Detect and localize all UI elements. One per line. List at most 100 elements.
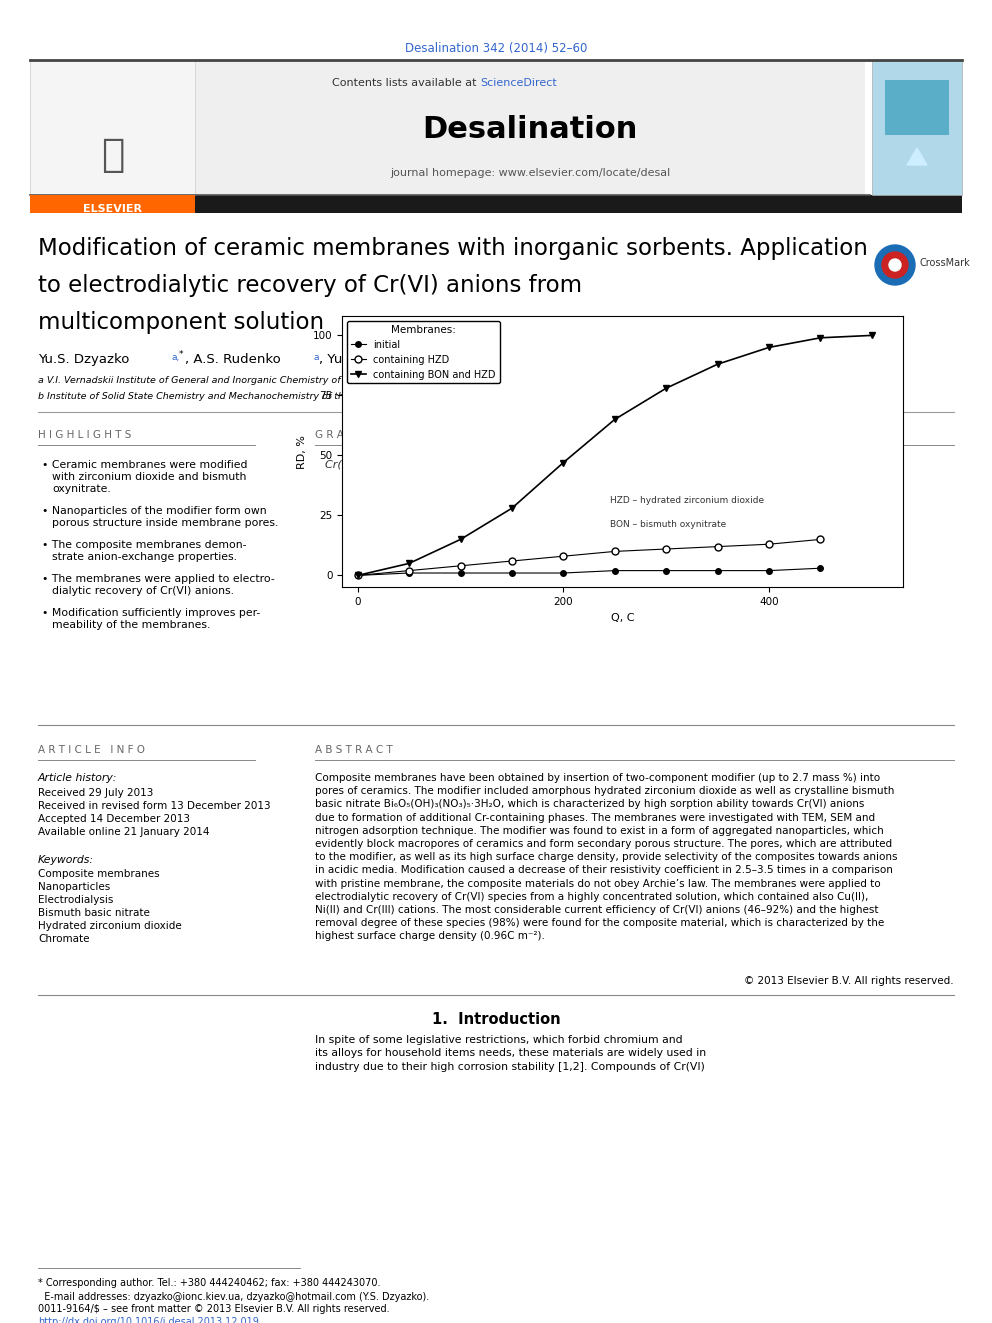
Bar (30, 194, 962, 213)
Polygon shape (907, 148, 927, 165)
Legend: initial, containing HZD, containing BON and HZD: initial, containing HZD, containing BON … (347, 321, 500, 384)
Text: Received in revised form 13 December 2013: Received in revised form 13 December 201… (38, 800, 271, 811)
Text: Desalination: Desalination (423, 115, 638, 144)
Text: Desalination 342 (2014) 52–60: Desalination 342 (2014) 52–60 (405, 42, 587, 56)
containing BON and HZD (506, 500, 518, 516)
Text: 1.  Introduction: 1. Introduction (432, 1012, 560, 1027)
containing HZD (506, 553, 518, 569)
Text: G R A P H I C A L   A B S T R A C T: G R A P H I C A L A B S T R A C T (315, 430, 488, 441)
containing HZD (763, 536, 775, 552)
Text: Composite membranes have been obtained by insertion of two-component modifier (u: Composite membranes have been obtained b… (315, 773, 880, 783)
Text: Keywords:: Keywords: (38, 855, 94, 865)
Text: BON – bismuth oxynitrate: BON – bismuth oxynitrate (610, 520, 726, 529)
Text: to the modifier, as well as its high surface charge density, provide selectivity: to the modifier, as well as its high sur… (315, 852, 898, 863)
Text: a: a (560, 353, 565, 363)
Text: Ni(II) and Cr(III) cations. The most considerable current efficiency of Cr(VI) a: Ni(II) and Cr(III) cations. The most con… (315, 905, 879, 916)
Text: industry due to their high corrosion stability [1,2]. Compounds of Cr(VI): industry due to their high corrosion sta… (315, 1062, 705, 1072)
Bar (195, 60, 865, 194)
initial (352, 568, 364, 583)
containing BON and HZD (558, 455, 569, 471)
initial (454, 565, 466, 581)
containing HZD (403, 562, 415, 578)
containing HZD (609, 544, 621, 560)
Text: • The membranes were applied to electro-: • The membranes were applied to electro- (42, 574, 275, 583)
Text: , A.V. Palchik: , A.V. Palchik (453, 353, 541, 366)
Text: Received 29 July 2013: Received 29 July 2013 (38, 789, 154, 798)
Bar (872, 60, 962, 194)
Text: , A.S. Rudenko: , A.S. Rudenko (185, 353, 285, 366)
Text: meability of the membranes.: meability of the membranes. (52, 620, 210, 630)
Text: © 2013 Elsevier B.V. All rights reserved.: © 2013 Elsevier B.V. All rights reserved… (744, 976, 954, 986)
Text: • Nanoparticles of the modifier form own: • Nanoparticles of the modifier form own (42, 505, 267, 516)
Text: HZD – hydrated zirconium dioxide: HZD – hydrated zirconium dioxide (610, 496, 764, 505)
Text: In spite of some legislative restrictions, which forbid chromium and: In spite of some legislative restriction… (315, 1035, 682, 1045)
Circle shape (889, 259, 901, 271)
Text: A R T I C L E   I N F O: A R T I C L E I N F O (38, 745, 145, 755)
Text: E-mail addresses: dzyazko@ionc.kiev.ua, dzyazko@hotmail.com (Y.S. Dzyazko).: E-mail addresses: dzyazko@ionc.kiev.ua, … (38, 1293, 430, 1302)
initial (506, 565, 518, 581)
Circle shape (875, 245, 915, 284)
Text: multicomponent solution: multicomponent solution (38, 311, 324, 333)
Text: Available online 21 January 2014: Available online 21 January 2014 (38, 827, 209, 837)
Text: DESALINATION: DESALINATION (891, 79, 943, 85)
containing HZD (454, 558, 466, 574)
Text: b Institute of Solid State Chemistry and Mechanochemistry of the SB RAN, Kutatel: b Institute of Solid State Chemistry and… (38, 392, 664, 401)
Line: containing BON and HZD: containing BON and HZD (354, 332, 875, 579)
Text: Electrodialysis: Electrodialysis (38, 894, 113, 905)
initial (711, 562, 723, 578)
containing BON and HZD (403, 556, 415, 572)
containing BON and HZD (352, 568, 364, 583)
containing HZD (711, 538, 723, 554)
containing HZD (352, 568, 364, 583)
initial (609, 562, 621, 578)
Text: Composite membranes: Composite membranes (38, 869, 160, 878)
Text: Cr(VI) recovery from combining solution using inorganic membranes: Cr(VI) recovery from combining solution … (325, 460, 707, 470)
Text: to electrodialytic recovery of Cr(VI) anions from: to electrodialytic recovery of Cr(VI) an… (38, 274, 582, 296)
Text: • The composite membranes demon-: • The composite membranes demon- (42, 540, 246, 550)
containing BON and HZD (609, 411, 621, 427)
Text: Article history:: Article history: (38, 773, 117, 783)
containing BON and HZD (711, 356, 723, 372)
Text: evidently block macropores of ceramics and form secondary porous structure. The : evidently block macropores of ceramics a… (315, 839, 892, 849)
Text: a V.I. Vernadskii Institute of General and Inorganic Chemistry of the NAS of Ukr: a V.I. Vernadskii Institute of General a… (38, 376, 658, 385)
containing BON and HZD (866, 328, 878, 344)
Text: a: a (673, 353, 679, 363)
Text: * Corresponding author. Tel.: +380 444240462; fax: +380 444243070.: * Corresponding author. Tel.: +380 44424… (38, 1278, 381, 1289)
Text: Hydrated zirconium dioxide: Hydrated zirconium dioxide (38, 921, 182, 931)
containing BON and HZD (454, 532, 466, 548)
Text: journal homepage: www.elsevier.com/locate/desal: journal homepage: www.elsevier.com/locat… (390, 168, 671, 179)
Text: strate anion-exchange properties.: strate anion-exchange properties. (52, 552, 237, 562)
Text: Nanoparticles: Nanoparticles (38, 882, 110, 892)
Text: pores of ceramics. The modifier included amorphous hydrated zirconium dioxide as: pores of ceramics. The modifier included… (315, 786, 895, 796)
Text: Bismuth basic nitrate: Bismuth basic nitrate (38, 908, 150, 918)
Text: a,: a, (172, 353, 181, 363)
Text: • Ceramic membranes were modified: • Ceramic membranes were modified (42, 460, 247, 470)
containing BON and HZD (814, 329, 826, 345)
Text: 0011-9164/$ – see front matter © 2013 Elsevier B.V. All rights reserved.: 0011-9164/$ – see front matter © 2013 El… (38, 1304, 390, 1314)
Text: due to formation of additional Cr-containing phases. The membranes were investig: due to formation of additional Cr-contai… (315, 812, 875, 823)
Text: porous structure inside membrane pores.: porous structure inside membrane pores. (52, 519, 279, 528)
Text: with zirconium dioxide and bismuth: with zirconium dioxide and bismuth (52, 472, 246, 482)
Text: a: a (313, 353, 318, 363)
Text: electrodialytic recovery of Cr(VI) species from a highly concentrated solution, : electrodialytic recovery of Cr(VI) speci… (315, 892, 868, 902)
Text: http://dx.doi.org/10.1016/j.desal.2013.12.019: http://dx.doi.org/10.1016/j.desal.2013.1… (38, 1316, 259, 1323)
Y-axis label: RD, %: RD, % (298, 435, 308, 468)
Text: Modification of ceramic membranes with inorganic sorbents. Application: Modification of ceramic membranes with i… (38, 237, 868, 261)
Text: *: * (179, 351, 184, 359)
Text: Yu.S. Dzyazko: Yu.S. Dzyazko (38, 353, 134, 366)
Text: Accepted 14 December 2013: Accepted 14 December 2013 (38, 814, 190, 824)
initial (661, 562, 673, 578)
Line: initial: initial (355, 565, 823, 578)
Text: 🌳: 🌳 (101, 136, 125, 175)
Text: its alloys for household items needs, these materials are widely used in: its alloys for household items needs, th… (315, 1049, 706, 1058)
Text: Contents lists available at: Contents lists available at (332, 78, 480, 89)
Text: , V.N. Belyakov: , V.N. Belyakov (566, 353, 669, 366)
Circle shape (882, 251, 908, 278)
Bar (885, 79, 949, 135)
Text: dialytic recovery of Cr(VI) anions.: dialytic recovery of Cr(VI) anions. (52, 586, 234, 595)
Line: containing HZD: containing HZD (354, 536, 824, 579)
Text: in acidic media. Modification caused a decrease of their resistivity coefficient: in acidic media. Modification caused a d… (315, 865, 893, 876)
Text: A B S T R A C T: A B S T R A C T (315, 745, 393, 755)
Text: with pristine membrane, the composite materials do not obey Archie’s law. The me: with pristine membrane, the composite ma… (315, 878, 881, 889)
Text: b: b (447, 353, 452, 363)
